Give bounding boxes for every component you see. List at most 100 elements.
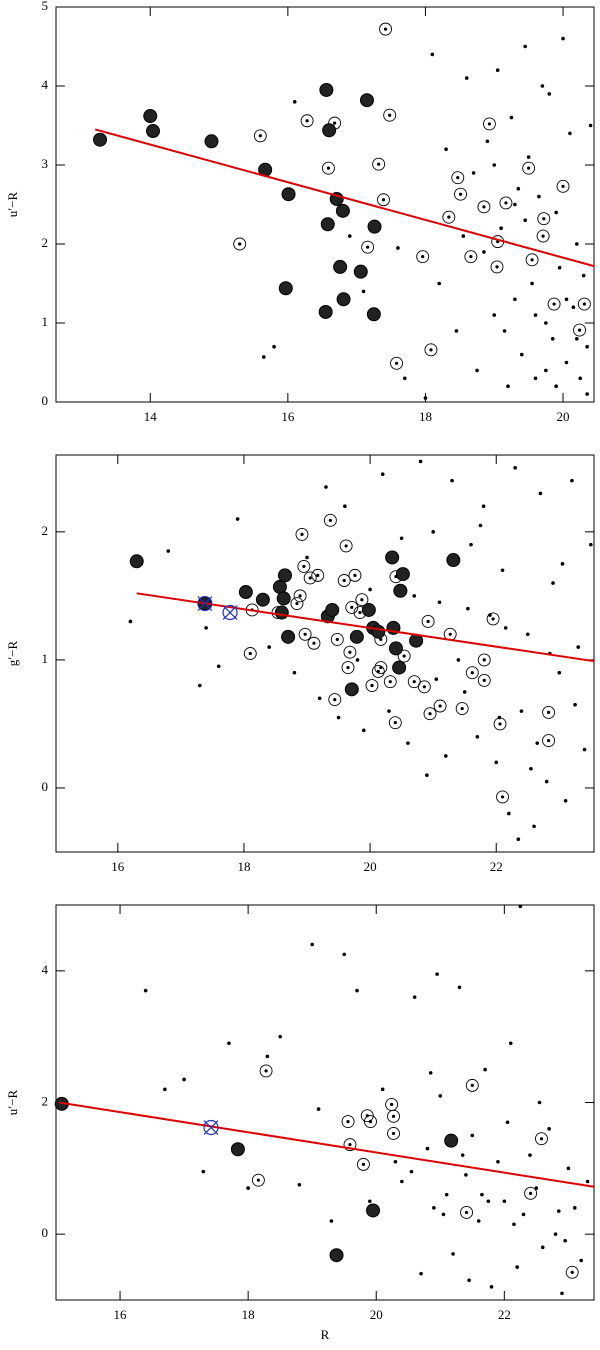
point (563, 1238, 567, 1243)
point-circled (417, 680, 431, 694)
point-circled (522, 161, 536, 175)
point (297, 1182, 302, 1187)
point (478, 523, 483, 528)
point-large (371, 624, 386, 639)
point-ring (372, 157, 386, 171)
point-circled (233, 237, 247, 251)
point-ring (311, 568, 325, 582)
y-tick-label: 2 (42, 235, 49, 250)
point-ring (343, 1138, 357, 1152)
point-center (495, 265, 499, 269)
point-circled (423, 707, 437, 721)
point-cross (197, 595, 213, 612)
point (444, 147, 448, 151)
point-ring (328, 693, 342, 707)
point-center (448, 632, 452, 636)
point-center (316, 573, 320, 577)
point (537, 194, 541, 199)
point (409, 1169, 414, 1174)
point (533, 376, 538, 381)
point-circled (464, 250, 478, 264)
point (585, 1179, 590, 1184)
point-center (546, 738, 551, 743)
point (528, 1153, 532, 1157)
point (515, 1265, 519, 1269)
point-large (319, 82, 334, 97)
point-circled (356, 1157, 370, 1171)
point (523, 44, 528, 49)
point-circled (397, 649, 411, 663)
point (454, 329, 459, 333)
point-large (367, 219, 382, 234)
point-cross (203, 1119, 219, 1136)
point-center (302, 564, 306, 569)
point-circled (493, 717, 507, 731)
x-tick-label: 20 (557, 409, 570, 424)
point (568, 131, 572, 136)
point (470, 1133, 475, 1138)
point-ring (323, 513, 337, 527)
point-ring (477, 653, 491, 667)
point-center (470, 1083, 474, 1087)
point-large (238, 585, 253, 600)
point-ring (542, 734, 556, 748)
point (560, 562, 565, 566)
point (292, 100, 297, 104)
point-circled (390, 356, 403, 370)
point-large (276, 591, 291, 606)
point-circled (490, 260, 504, 274)
point (516, 186, 521, 191)
point-center (390, 1102, 394, 1107)
point-center (333, 121, 337, 125)
point-center (258, 134, 262, 138)
point (443, 754, 448, 758)
point (403, 376, 407, 381)
point (461, 234, 466, 238)
point (425, 773, 429, 777)
point (482, 250, 486, 254)
point (534, 1186, 539, 1190)
point (557, 265, 562, 270)
point-ring (295, 527, 309, 541)
point-ring (451, 171, 465, 185)
point (412, 594, 417, 598)
point-ring (542, 705, 556, 719)
point-circled (383, 108, 397, 122)
point-circled (307, 636, 321, 650)
x-tick-label: 22 (490, 859, 503, 874)
point-circled (360, 1109, 374, 1123)
point-center (370, 683, 374, 688)
point-ring (482, 117, 496, 131)
point-large (444, 1133, 459, 1148)
point-circled (442, 210, 456, 224)
point-center (348, 650, 352, 654)
point-circled (387, 1126, 400, 1140)
point (554, 210, 558, 215)
point (355, 658, 360, 662)
y-tick-label: 4 (42, 77, 49, 92)
point (503, 626, 508, 630)
point-center (527, 166, 531, 170)
point-large (353, 264, 368, 279)
point-ring (547, 297, 561, 311)
point (466, 606, 470, 611)
y-axis-label: u′−R (5, 192, 20, 218)
point (267, 645, 271, 649)
x-tick-label: 16 (281, 409, 295, 424)
cross-ring (203, 1119, 219, 1136)
point-circled (243, 647, 257, 660)
fit-line (94, 128, 595, 268)
point-large (322, 123, 337, 138)
point (579, 1258, 583, 1263)
point-center (328, 518, 332, 522)
point-center (312, 641, 316, 645)
point (494, 760, 499, 765)
point (428, 1071, 433, 1075)
point (467, 1278, 471, 1283)
point-center (391, 1114, 396, 1118)
point (227, 1041, 231, 1046)
point-circled (577, 297, 591, 311)
cross-stroke (222, 605, 238, 620)
point-circled (477, 653, 491, 667)
